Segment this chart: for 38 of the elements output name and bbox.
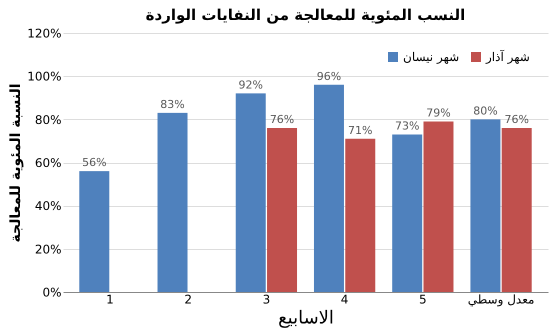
bar [423, 121, 454, 292]
bar [267, 128, 298, 292]
data-label: 92% [238, 78, 263, 92]
data-label: 83% [160, 98, 185, 111]
data-label: 56% [82, 156, 107, 170]
legend-label: شهر آذار [485, 49, 530, 64]
y-axis-title: النسبة المئوية للمعالجة [8, 83, 24, 243]
data-label: 71% [348, 124, 372, 137]
bar [314, 84, 344, 292]
y-tick-label: 60% [34, 156, 62, 170]
y-tick-label: 80% [34, 112, 62, 127]
legend-label: شهر نيسان [403, 50, 460, 64]
x-tick-label: 1 [106, 292, 114, 306]
x-tick-label: 5 [419, 292, 427, 306]
y-tick-label: 120% [27, 26, 62, 40]
data-label: 96% [316, 70, 342, 83]
y-tick-label: 100% [27, 70, 62, 84]
y-tick-label: 0% [42, 286, 62, 300]
bar [470, 119, 500, 292]
y-tick-label: 40% [34, 199, 62, 214]
data-label: 79% [426, 106, 451, 120]
bar [236, 93, 266, 292]
data-label: 76% [270, 112, 294, 126]
bar [345, 138, 376, 292]
x-tick-label: 4 [340, 292, 348, 306]
x-tick-label: 2 [184, 292, 192, 306]
chart-title: النسب المئوية للمعالجة من النفايات الواردة [146, 6, 466, 24]
x-tick-label: 3 [262, 292, 270, 306]
bar [392, 134, 422, 292]
bar [158, 112, 188, 292]
data-label: 80% [473, 104, 498, 118]
x-tick-label: معدل وسطي [468, 292, 534, 306]
bar [79, 171, 110, 292]
y-tick-label: 20% [34, 242, 62, 256]
x-axis-title: الاسابيع [278, 308, 334, 328]
bar [502, 128, 532, 292]
data-label: 76% [504, 112, 529, 126]
data-label: 73% [394, 119, 420, 132]
